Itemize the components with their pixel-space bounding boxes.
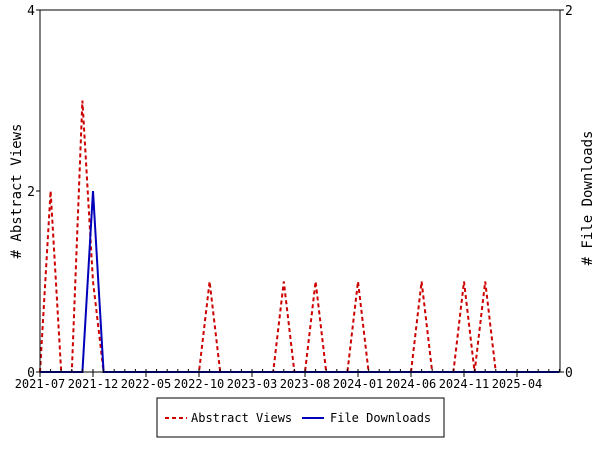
- x-tick-label: 2024-06: [386, 377, 437, 391]
- x-tick-label: 2022-05: [121, 377, 172, 391]
- y-right-tick-label: 2: [565, 4, 573, 19]
- y-left-tick-label: 4: [27, 4, 35, 19]
- x-tick-label: 2021-07: [15, 377, 66, 391]
- plot-frame: [39, 9, 561, 373]
- series-line-file-downloads: [40, 190, 560, 373]
- x-tick-label: 2022-10: [174, 377, 225, 391]
- legend: Abstract Views File Downloads: [156, 397, 445, 438]
- x-tick-label: 2025-04: [492, 377, 543, 391]
- x-tick-label: 2024-11: [439, 377, 490, 391]
- x-tick-label: 2021-12: [68, 377, 119, 391]
- legend-label-abstract-views: Abstract Views: [191, 411, 292, 425]
- legend-box: [156, 397, 445, 438]
- y-left-tick-label: 0: [27, 366, 35, 381]
- legend-label-file-downloads: File Downloads: [330, 411, 431, 425]
- y-left-tick-label: 2: [27, 185, 35, 200]
- x-tick-label: 2024-01: [333, 377, 384, 391]
- x-tick-label: 2023-03: [227, 377, 278, 391]
- y-right-tick-label: 0: [565, 366, 573, 381]
- x-tick-label: 2023-08: [280, 377, 331, 391]
- y-axis-right-label: # File Downloads: [580, 131, 596, 266]
- series-line-abstract-views: [39, 100, 560, 373]
- y-axis-left-label: # Abstract Views: [9, 124, 25, 259]
